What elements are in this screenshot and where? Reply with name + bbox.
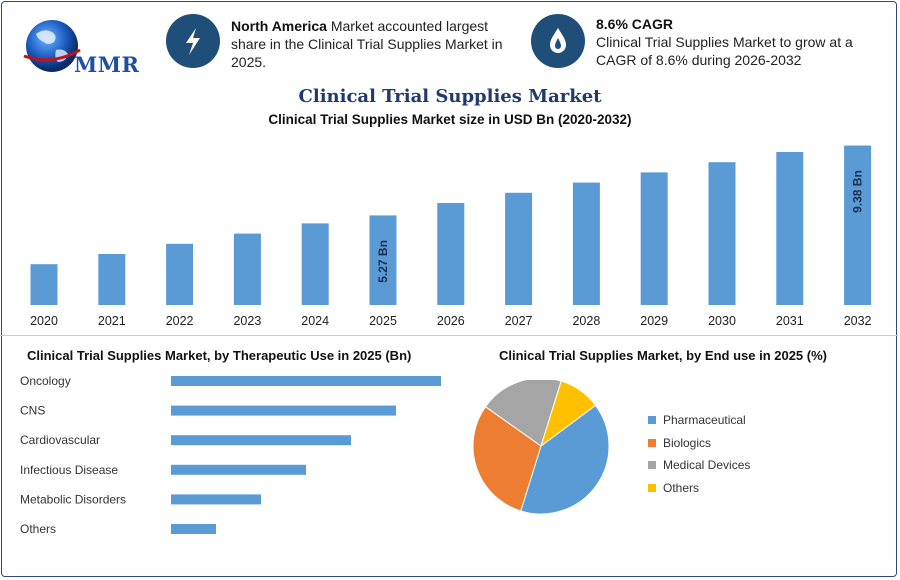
legend-label: Others — [663, 480, 700, 495]
category-label: Oncology — [20, 374, 71, 388]
bar-chart-title: Clinical Trial Supplies Market size in U… — [268, 112, 632, 127]
bar-2023 — [233, 233, 261, 305]
pie-slice-biologics — [472, 406, 542, 512]
x-tick-label: 2030 — [708, 314, 736, 328]
x-tick-label: 2032 — [844, 314, 872, 328]
hbar-others — [171, 524, 216, 534]
info-card-cagr: 8.6% CAGR Clinical Trial Supplies Market… — [596, 15, 866, 69]
x-tick-label: 2026 — [437, 314, 465, 328]
x-tick-label: 2025 — [369, 314, 397, 328]
lightning-icon — [166, 14, 220, 68]
legend-label: Biologics — [663, 435, 712, 450]
end-use-chart-title: Clinical Trial Supplies Market, by End u… — [499, 348, 827, 363]
info-card-text: Clinical Trial Supplies Market to grow a… — [596, 34, 853, 68]
info-card-bold: North America — [231, 18, 327, 34]
bar-2020 — [30, 264, 58, 305]
hbar-metabolic-disorders — [171, 494, 261, 505]
bar-data-label: 9.38 Bn — [851, 170, 865, 213]
category-label: Infectious Disease — [20, 463, 118, 477]
legend-swatch — [648, 416, 656, 424]
category-label: CNS — [20, 404, 45, 418]
hbar-infectious-disease — [171, 464, 306, 475]
end-use-pie-chart — [472, 380, 610, 515]
mmr-logo: MMR — [16, 12, 146, 84]
pie-slice-others — [540, 380, 597, 448]
hbar-cardiovascular — [171, 435, 351, 446]
therapeutic-use-bar-chart: Oncology CNS Cardiovascular Infectious Dise… — [20, 374, 441, 536]
legend-swatch — [648, 438, 656, 447]
x-tick-label: 2023 — [233, 314, 261, 328]
market-size-bar-chart: 2020 2021 2022 2023 2024 2025 5.27 Bn 2026 2027 2… — [30, 145, 872, 328]
hbar-cns — [171, 405, 396, 416]
bar-2021 — [98, 254, 126, 305]
bar-2031 — [776, 152, 804, 305]
bar-2029 — [640, 172, 668, 305]
bar-data-label: 5.27 Bn — [376, 240, 390, 283]
hbar-oncology — [171, 376, 441, 386]
logo-text: MMR — [74, 52, 140, 77]
x-tick-label: 2027 — [505, 314, 533, 328]
x-tick-label: 2028 — [572, 314, 600, 328]
legend-label: Medical Devices — [663, 458, 751, 472]
legend-item: Biologics — [648, 436, 711, 450]
bar-2028 — [572, 182, 600, 305]
bar-2027 — [505, 192, 533, 305]
globe-icon — [23, 20, 81, 72]
legend-swatch — [648, 483, 656, 492]
main-title: Clinical Trial Supplies Market — [298, 86, 602, 107]
pie-slice-medical-devices — [484, 380, 562, 447]
info-card-north-america: North America Market accounted largest s… — [231, 17, 506, 71]
category-label: Metabolic Disorders — [20, 492, 126, 506]
bar-2032 — [844, 145, 872, 305]
info-card-text: Market accounted largest share in the Cl… — [231, 18, 503, 70]
therapeutic-chart-title: Clinical Trial Supplies Market, by Thera… — [27, 348, 412, 363]
legend-item: Pharmaceutical — [648, 413, 746, 427]
x-tick-label: 2031 — [776, 314, 804, 328]
section-divider — [0, 335, 898, 336]
x-tick-label: 2024 — [301, 314, 329, 328]
category-label: Cardiovascular — [20, 433, 100, 447]
legend-swatch — [648, 461, 656, 469]
bar-2025 — [369, 215, 397, 305]
x-tick-label: 2022 — [166, 314, 194, 328]
bar-2024 — [301, 223, 329, 305]
x-tick-label: 2020 — [30, 314, 58, 328]
legend-item: Others — [648, 481, 699, 495]
bar-2026 — [437, 203, 465, 305]
legend-item: Medical Devices — [648, 458, 750, 472]
pie-slice-pharmaceutical — [520, 404, 610, 515]
info-card-bold: 8.6% CAGR — [596, 16, 674, 32]
x-tick-label: 2029 — [640, 314, 668, 328]
bar-2030 — [708, 162, 736, 305]
bar-2022 — [166, 243, 194, 305]
category-label: Others — [20, 522, 56, 536]
legend-label: Pharmaceutical — [663, 413, 746, 427]
x-tick-label: 2021 — [98, 314, 126, 328]
drop-icon — [531, 14, 585, 68]
